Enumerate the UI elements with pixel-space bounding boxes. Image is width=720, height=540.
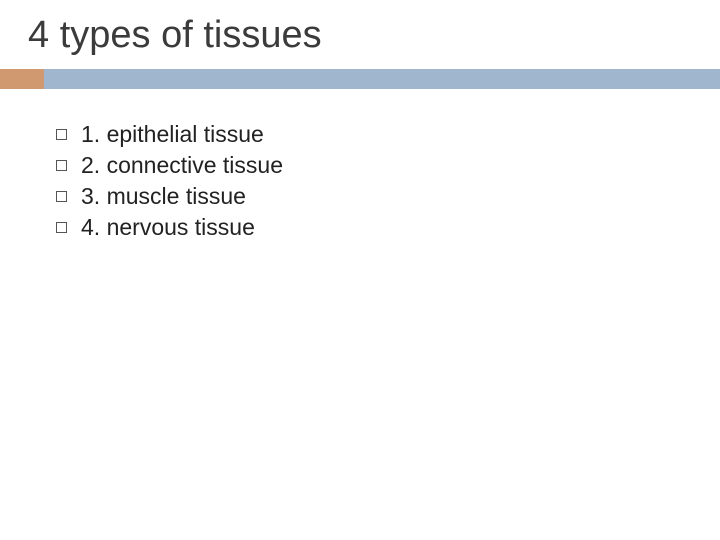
square-bullet-icon xyxy=(56,129,67,140)
divider-accent xyxy=(0,69,44,89)
tissue-list: 1. epithelial tissue 2. connective tissu… xyxy=(56,121,720,241)
square-bullet-icon xyxy=(56,191,67,202)
square-bullet-icon xyxy=(56,222,67,233)
divider-main xyxy=(44,69,720,89)
list-item-text: 1. epithelial tissue xyxy=(81,121,264,148)
slide-title: 4 types of tissues xyxy=(0,0,720,69)
list-item-text: 3. muscle tissue xyxy=(81,183,246,210)
list-item-text: 2. connective tissue xyxy=(81,152,283,179)
square-bullet-icon xyxy=(56,160,67,171)
list-item: 2. connective tissue xyxy=(56,152,720,179)
divider-bar xyxy=(0,69,720,89)
list-item: 4. nervous tissue xyxy=(56,214,720,241)
slide: 4 types of tissues 1. epithelial tissue … xyxy=(0,0,720,540)
list-item: 1. epithelial tissue xyxy=(56,121,720,148)
list-item-text: 4. nervous tissue xyxy=(81,214,255,241)
list-item: 3. muscle tissue xyxy=(56,183,720,210)
content-area: 1. epithelial tissue 2. connective tissu… xyxy=(0,89,720,241)
